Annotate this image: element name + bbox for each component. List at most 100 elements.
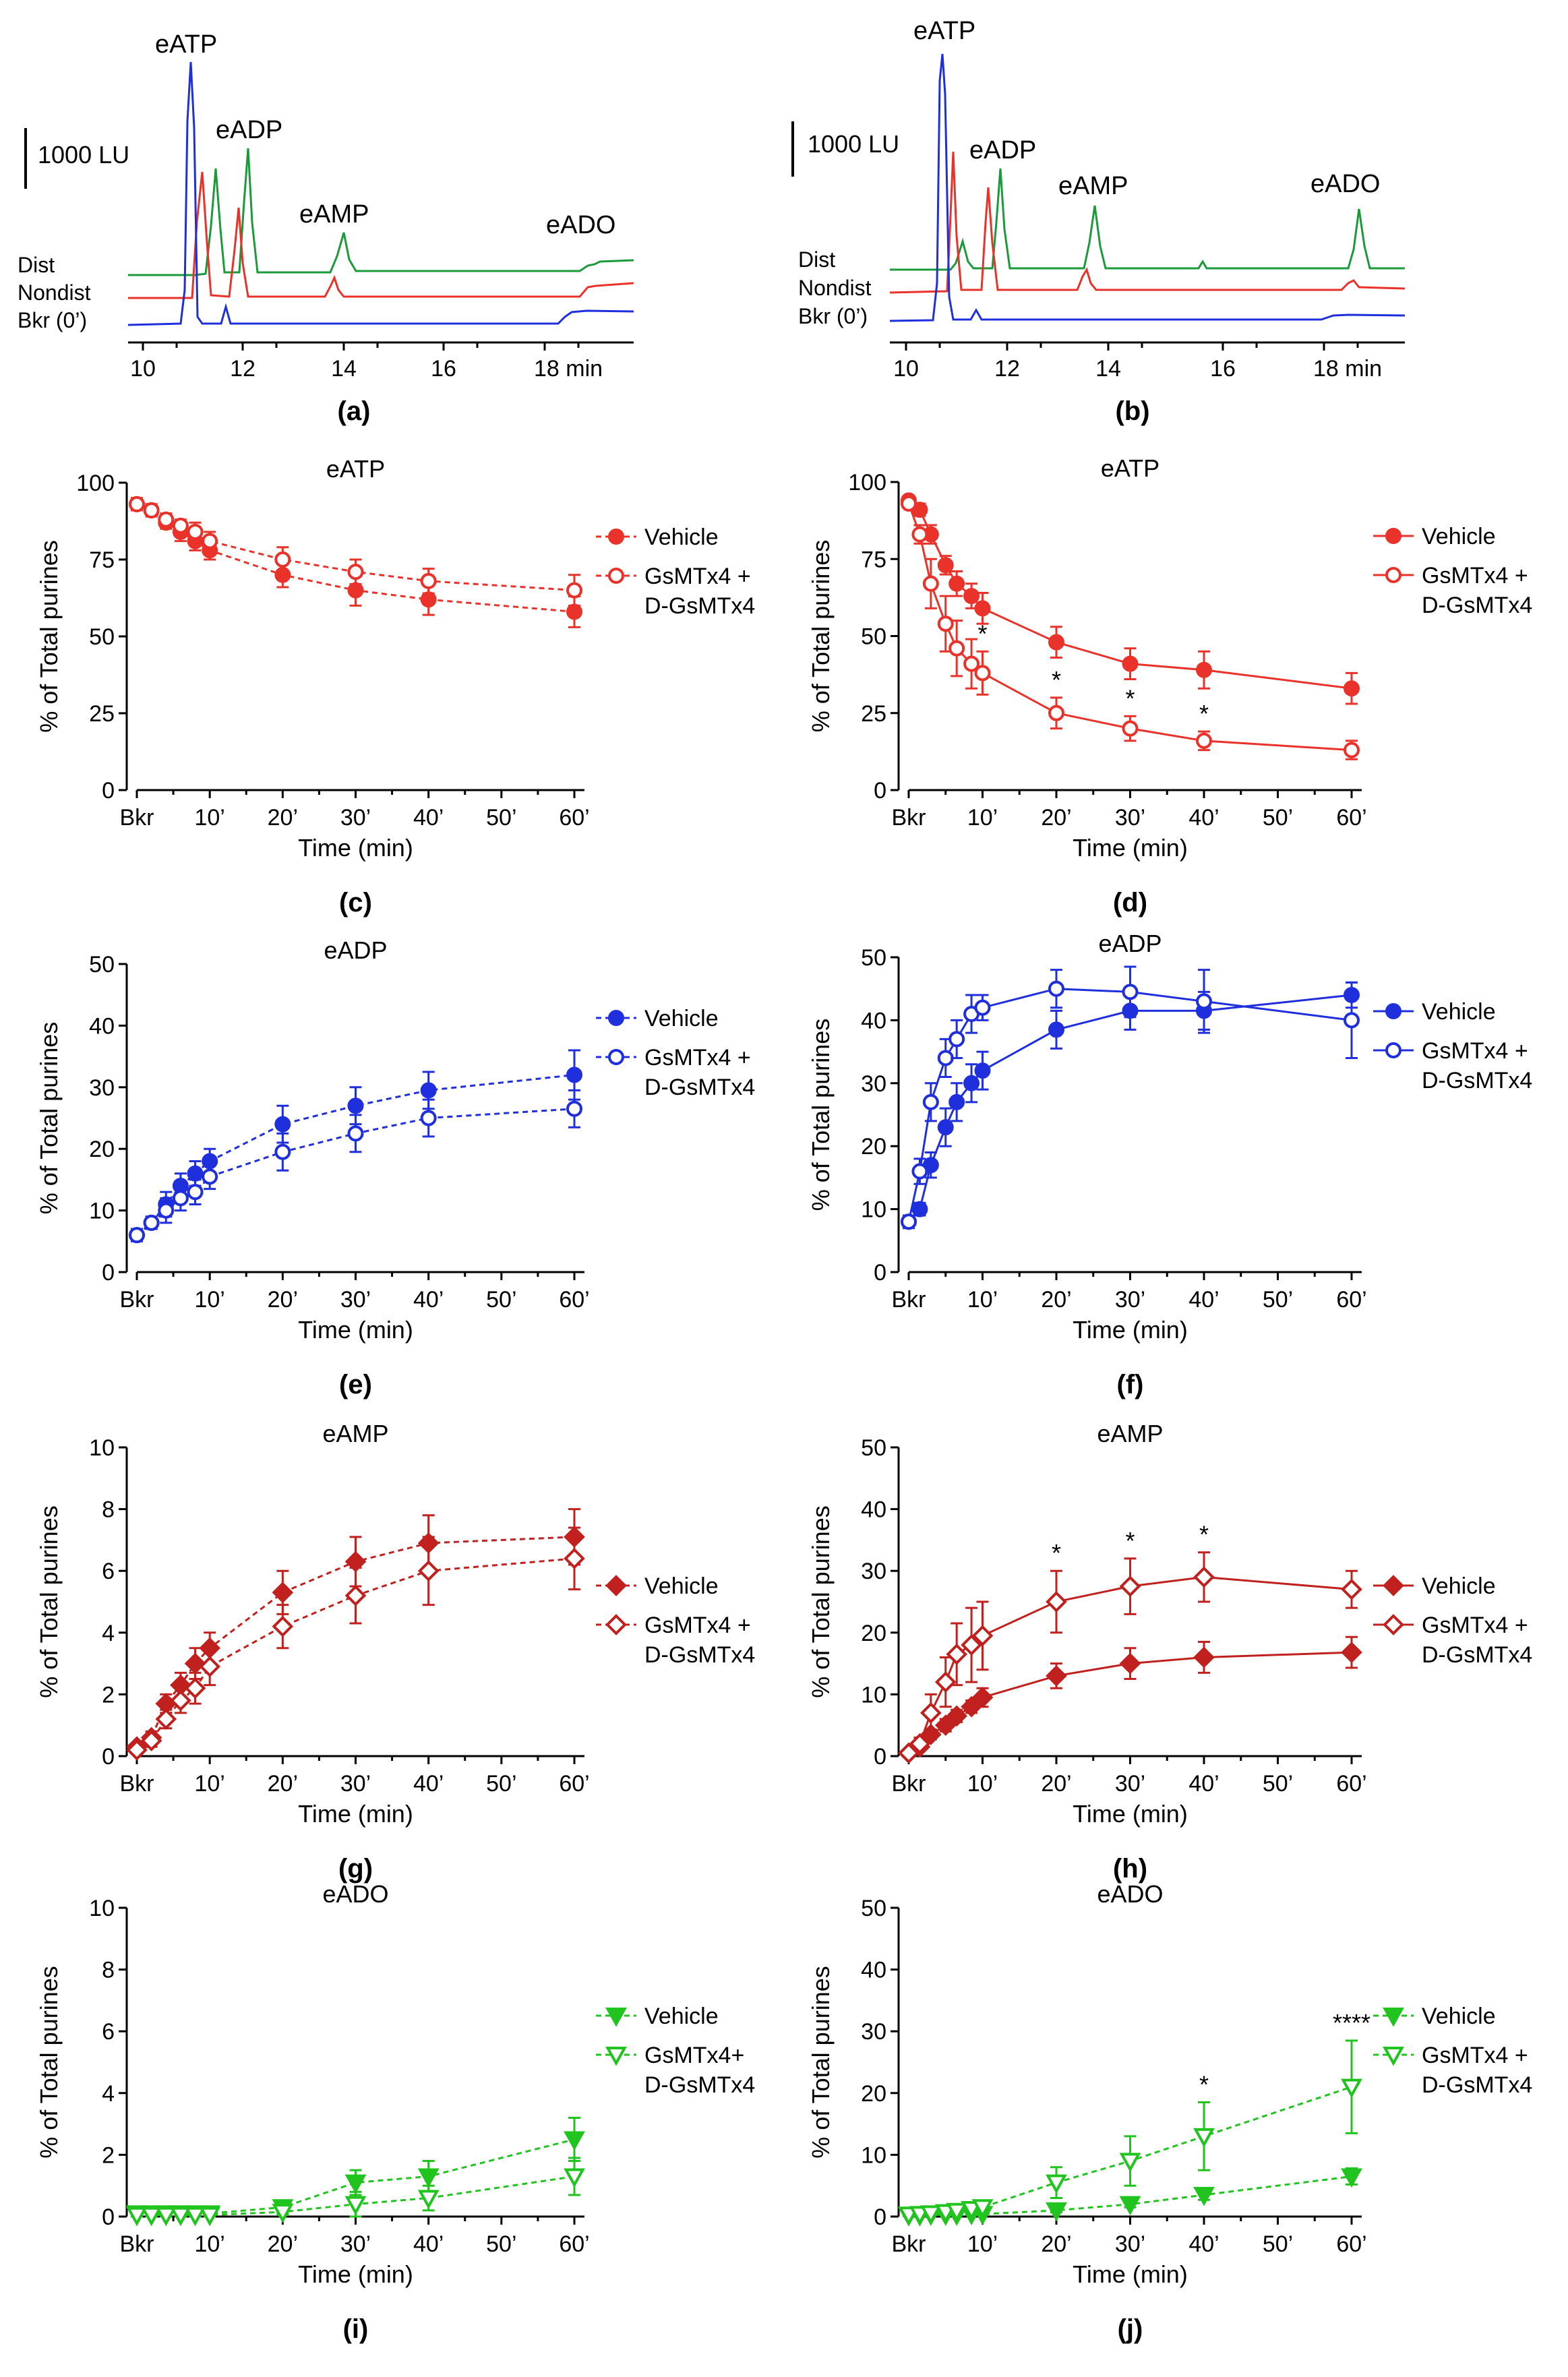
data-point: [1119, 1652, 1141, 1675]
y-tick-label: 10: [89, 1435, 115, 1461]
data-point: [347, 1125, 364, 1142]
trace-dist: [128, 148, 634, 276]
y-tick-label: 25: [89, 701, 115, 727]
data-point: [1122, 984, 1139, 1000]
chromatogram-a: 1000 LU eATP eADP eAMP eADO Dist Nondist…: [18, 30, 634, 426]
data-point: [1119, 2196, 1141, 2216]
chart-panel-h: 0 10 20 30 40 50 Bkr 10’ 20’ 30’ 40’ 50’ 60’ eAMP Time…: [807, 1420, 1532, 1884]
x-axis-label: Time (min): [298, 1316, 413, 1344]
data-point: [184, 1652, 206, 1675]
data-point: [963, 588, 980, 605]
data-point: [948, 640, 965, 657]
x-tick-label: 10’: [967, 1771, 998, 1797]
x-tick-label: 50’: [1263, 1287, 1293, 1313]
data-point: [1344, 742, 1360, 758]
y-tick-label: 40: [861, 1497, 886, 1523]
peak-label-eadp: eADP: [969, 136, 1036, 164]
x-tick-label: 10’: [967, 2231, 998, 2257]
series-gsmtx4: [898, 1551, 1362, 1764]
trace-bkr: [889, 53, 1406, 322]
x-tick-label: 50’: [486, 1287, 516, 1313]
series-gsmtx4: [901, 495, 1360, 760]
data-point: [934, 1671, 957, 1693]
x-axis-label: Time (min): [1073, 1800, 1188, 1828]
chart-title: eAMP: [322, 1420, 388, 1447]
significance-marker: *: [1052, 1539, 1061, 1567]
x-tick-label: 30’: [1115, 805, 1145, 831]
y-tick-label: 50: [861, 1896, 886, 1921]
chart-title: eAMP: [1097, 1420, 1163, 1447]
series-line: [136, 503, 575, 613]
data-point: [172, 517, 189, 534]
data-point: [172, 1190, 189, 1207]
data-point: [129, 1227, 145, 1244]
significance-marker: *: [1199, 1521, 1209, 1548]
data-point: [129, 495, 145, 512]
data-point: [911, 1201, 928, 1217]
y-tick-label: 100: [848, 470, 886, 495]
legend-marker: [1383, 2008, 1404, 2027]
data-point: [184, 1677, 206, 1699]
data-point: [1341, 2078, 1362, 2099]
legend-label: D-GsMTx4: [644, 593, 755, 619]
data-point: [347, 1097, 364, 1114]
x-tick-label: Bkr: [120, 1287, 154, 1313]
data-point: [158, 511, 175, 528]
x-tick-label: 10’: [967, 1287, 998, 1313]
x-tick-label: 16: [431, 356, 456, 382]
data-point: [963, 655, 980, 672]
y-tick-label: 40: [861, 1958, 886, 1983]
y-tick-label: 0: [874, 1260, 886, 1286]
x-tick-label: 30’: [340, 805, 371, 831]
legend-label: GsMTx4 +: [644, 564, 751, 589]
trace-label-dist: Dist: [18, 253, 55, 277]
data-point: [420, 1110, 437, 1126]
series-vehicle: [898, 1635, 1362, 1764]
chart-panel-g: 0 2 4 6 8 10 Bkr 10’ 20’ 30’ 40’ 50’ 60’ eAMP Time (mi…: [35, 1420, 755, 1884]
x-axis-label: Time (min): [298, 2260, 413, 2288]
y-axis-label: % of Total purines: [807, 1505, 835, 1698]
legend-label: D-GsMTx4: [1422, 2072, 1532, 2098]
series-line: [909, 2175, 1352, 2217]
y-tick-label: 0: [874, 1744, 886, 1770]
x-tick-label: 50’: [486, 1771, 516, 1797]
data-point: [1048, 634, 1064, 651]
series-vehicle: [901, 492, 1360, 705]
legend-label: GsMTx4+: [644, 2043, 744, 2068]
chart-panel-c: 0 25 50 75 100 Bkr 10’ 20’ 30’ 40’ 50’ 60’ eATP Time …: [35, 455, 755, 917]
chart-panel-j: 0 10 20 30 40 50 Bkr 10’ 20’ 30’ 40’ 50’ 60’ eADO Time…: [807, 1880, 1532, 2344]
x-tick-label: 20’: [268, 1771, 298, 1797]
x-tick-label: 50’: [1263, 2231, 1293, 2257]
data-point: [564, 2168, 585, 2188]
peak-label-eatp: eATP: [913, 17, 975, 45]
data-point: [187, 1184, 204, 1201]
chart-title: eADP: [1098, 930, 1162, 957]
x-axis-label: Time (min): [298, 834, 413, 862]
series-line: [137, 2175, 575, 2217]
peak-label-eamp: eAMP: [299, 200, 369, 229]
y-tick-label: 40: [861, 1008, 886, 1033]
data-point: [1048, 1021, 1064, 1038]
trace-bkr: [127, 61, 634, 326]
x-tick-label: 30’: [340, 1771, 371, 1797]
x-tick-label: 10: [893, 356, 919, 382]
series-line: [136, 1536, 575, 1748]
series-gsmtx4: [129, 495, 582, 607]
data-point: [272, 2204, 294, 2223]
data-point: [187, 1165, 204, 1182]
legend-marker: [605, 2008, 627, 2027]
legend-marker: [1383, 1614, 1404, 1635]
legend-label: D-GsMTx4: [644, 1075, 755, 1100]
data-point: [420, 591, 437, 608]
x-tick-label: 30’: [1115, 2231, 1145, 2257]
x-ticks: [905, 342, 1359, 351]
scale-label: 1000 LU: [38, 141, 129, 169]
data-point: [1196, 732, 1212, 749]
legend-label: D-GsMTx4: [644, 1642, 755, 1668]
data-point: [566, 582, 582, 599]
y-tick-label: 8: [102, 1497, 115, 1523]
x-tick-label: 40’: [413, 1287, 444, 1313]
data-point: [948, 1093, 965, 1110]
chart-title: eADO: [1097, 1880, 1163, 1908]
